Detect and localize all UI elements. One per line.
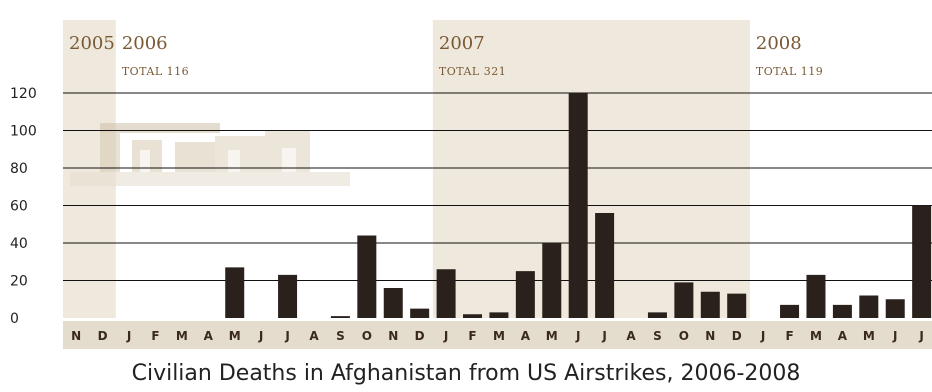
x-tick-label: J	[575, 329, 580, 343]
x-tick-label: A	[838, 329, 848, 343]
x-tick-label: S	[336, 329, 345, 343]
bar	[225, 267, 245, 318]
year-total-2007: TOTAL 321	[439, 65, 506, 78]
y-tick-label: 100	[10, 124, 37, 140]
x-tick-label: J	[760, 329, 765, 343]
bar	[436, 269, 456, 318]
chart-title: Civilian Deaths in Afghanistan from US A…	[132, 361, 801, 386]
x-tick-label: N	[71, 329, 81, 343]
x-axis-band	[63, 321, 932, 349]
shade-layer	[63, 20, 750, 318]
bar	[330, 316, 350, 318]
x-tick-label: J	[443, 329, 448, 343]
bar	[832, 304, 852, 318]
x-tick-label: N	[388, 329, 398, 343]
x-tick-label: M	[810, 329, 822, 343]
bar	[674, 282, 694, 318]
x-tick-label: O	[679, 329, 689, 343]
x-tick-label: F	[151, 329, 159, 343]
year-total-2008: TOTAL 119	[756, 65, 823, 78]
x-tick-label: F	[468, 329, 476, 343]
bar	[912, 205, 932, 318]
x-tick-label: J	[258, 329, 263, 343]
x-tick-label: J	[918, 329, 923, 343]
y-axis-ticks: 0 20 40 60 80 100 120	[10, 86, 37, 327]
x-tick-label: M	[493, 329, 505, 343]
bar	[859, 295, 879, 318]
x-tick-label: A	[626, 329, 636, 343]
bar	[410, 308, 430, 318]
x-tick-label: A	[521, 329, 531, 343]
x-tick-label: N	[705, 329, 715, 343]
x-tick-label: J	[601, 329, 606, 343]
x-tick-label: O	[362, 329, 372, 343]
y-tick-label: 40	[10, 236, 28, 252]
x-tick-label: S	[653, 329, 662, 343]
x-tick-label: M	[229, 329, 241, 343]
y-tick-label: 80	[10, 161, 28, 177]
bar	[806, 274, 826, 318]
bar	[383, 288, 403, 318]
bar	[780, 304, 800, 318]
x-tick-label: D	[415, 329, 425, 343]
bar	[489, 312, 509, 318]
x-tick-label: M	[546, 329, 558, 343]
bar	[647, 312, 667, 318]
y-tick-label: 120	[10, 86, 37, 102]
grid-layer	[63, 92, 932, 281]
bar	[515, 271, 535, 318]
bar	[885, 299, 905, 318]
x-tick-label: J	[126, 329, 131, 343]
y-tick-label: 0	[10, 311, 19, 327]
x-tick-label: J	[892, 329, 897, 343]
year-label-2006: 2006	[122, 33, 168, 54]
y-tick-label: 60	[10, 199, 28, 215]
year-shade-1	[432, 20, 750, 318]
x-tick-label: A	[204, 329, 214, 343]
y-tick-label: 20	[10, 274, 28, 290]
bar	[357, 235, 377, 318]
x-tick-label: M	[176, 329, 188, 343]
bar	[463, 314, 483, 318]
ruins-silhouette-decoration	[70, 123, 350, 186]
bar	[595, 213, 615, 318]
bars-layer	[225, 93, 932, 318]
x-tick-label: D	[732, 329, 742, 343]
x-tick-label: J	[284, 329, 289, 343]
x-tick-label: D	[98, 329, 108, 343]
bar	[278, 274, 298, 318]
bar	[700, 291, 720, 318]
bar	[542, 243, 562, 318]
year-labels: 2005 2006 TOTAL 116 2007 TOTAL 321 2008 TOTAL …	[69, 33, 823, 78]
bar	[568, 93, 588, 318]
bar	[727, 293, 747, 318]
year-total-2006: TOTAL 116	[122, 65, 189, 78]
x-tick-label: F	[785, 329, 793, 343]
year-label-2008: 2008	[756, 33, 802, 54]
year-label-2005: 2005	[69, 33, 115, 54]
x-tick-label: A	[309, 329, 319, 343]
year-label-2007: 2007	[439, 33, 485, 54]
x-tick-label: M	[863, 329, 875, 343]
